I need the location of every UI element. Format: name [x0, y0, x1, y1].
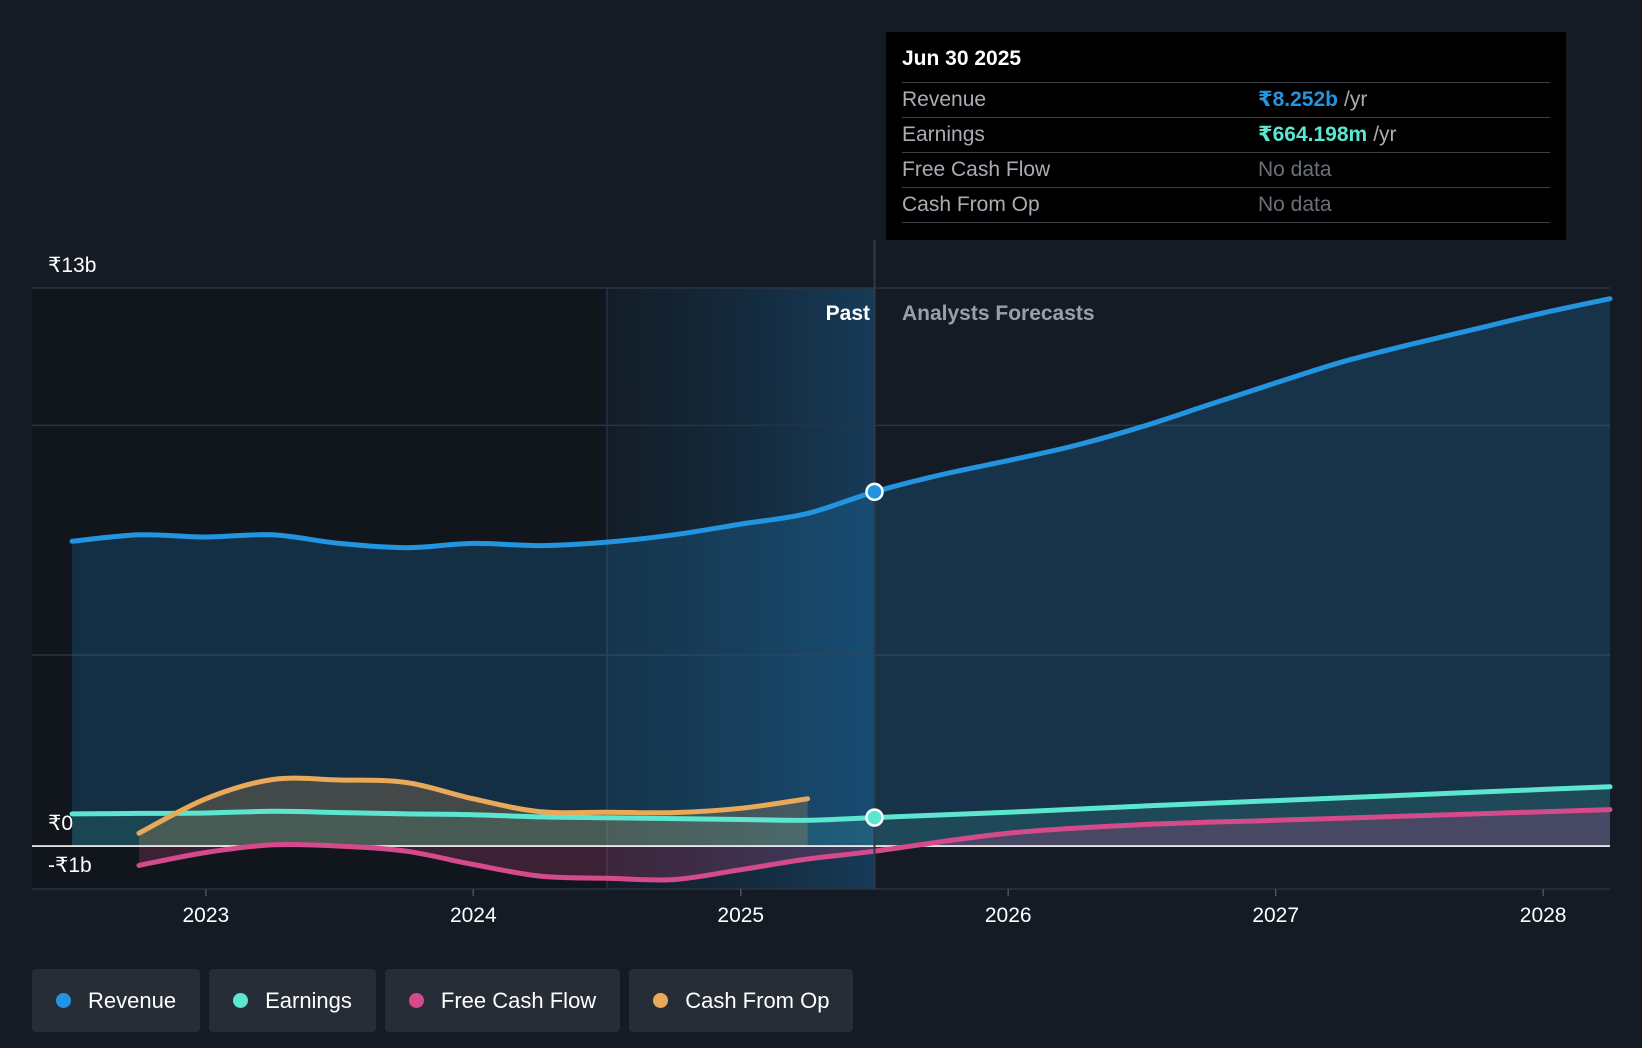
marker-revenue — [865, 482, 884, 502]
past-region-highlight — [607, 288, 875, 889]
marker-earnings — [865, 808, 884, 827]
past-label: Past — [826, 302, 870, 325]
area-earnings — [72, 786, 1611, 847]
y-label-zero: ₹0 — [48, 812, 73, 835]
tooltip-value-free-cash-flow: No data — [1258, 158, 1332, 181]
tooltip-value-cash-from-op: No data — [1258, 193, 1332, 216]
legend-dot-icon — [408, 993, 424, 1008]
legend-item-revenue[interactable]: Revenue — [32, 969, 201, 1032]
y-label-bottom: -₹1b — [48, 854, 92, 877]
series-lines — [69, 296, 1613, 883]
tooltip-row-cash-from-op: Cash From Op No data — [902, 188, 1550, 223]
line-free-cash-flow — [136, 807, 1613, 883]
x-tick-label: 2026 — [985, 904, 1032, 927]
area-cash-from-op — [139, 778, 808, 847]
legend: Revenue Earnings Free Cash Flow Cash Fro… — [32, 969, 854, 1032]
tooltip-unit: /yr — [1344, 88, 1368, 111]
tooltip-label: Earnings — [902, 123, 985, 146]
x-tick-label: 2024 — [450, 904, 497, 927]
tooltip-row-earnings: Earnings ₹664.198m /yr — [902, 118, 1550, 153]
line-revenue — [69, 296, 1613, 551]
tooltip-row-revenue: Revenue ₹8.252b /yr — [902, 83, 1550, 118]
x-tick-label: 2023 — [182, 904, 229, 927]
tooltip-label: Revenue — [902, 88, 987, 111]
highlight-markers — [865, 482, 884, 827]
forecast-label: Analysts Forecasts — [902, 302, 1095, 325]
gridlines — [32, 287, 1610, 890]
area-revenue — [72, 298, 1611, 847]
legend-dot-icon — [233, 993, 249, 1008]
tooltip-value-earnings: ₹664.198m — [1258, 123, 1368, 146]
legend-label: Earnings — [265, 987, 352, 1013]
x-axis-ticks: 2023 2024 2025 2026 2027 2028 — [182, 889, 1566, 927]
series-areas — [72, 298, 1611, 881]
line-earnings — [69, 784, 1613, 823]
legend-label: Free Cash Flow — [440, 987, 597, 1013]
legend-label: Cash From Op — [685, 987, 830, 1013]
area-free-cash-flow — [139, 809, 1610, 881]
legend-item-free-cash-flow[interactable]: Free Cash Flow — [384, 969, 621, 1032]
tooltip-panel: Jun 30 2025 Revenue ₹8.252b /yr Earnings… — [886, 32, 1566, 240]
tooltip-unit: /yr — [1373, 123, 1397, 146]
x-tick-label: 2027 — [1252, 904, 1299, 927]
legend-dot-icon — [56, 993, 71, 1008]
x-tick-label: 2028 — [1520, 904, 1567, 927]
tooltip-label: Free Cash Flow — [902, 158, 1051, 181]
tooltip-value-revenue: ₹8.252b — [1258, 88, 1338, 111]
legend-label: Revenue — [88, 987, 177, 1013]
tooltip-row-free-cash-flow: Free Cash Flow No data — [902, 153, 1550, 188]
line-cash-from-op — [136, 775, 811, 836]
legend-item-cash-from-op[interactable]: Cash From Op — [629, 969, 854, 1032]
tooltip-date: Jun 30 2025 — [902, 46, 1550, 83]
legend-item-earnings[interactable]: Earnings — [209, 969, 376, 1032]
legend-dot-icon — [653, 993, 669, 1008]
tooltip-label: Cash From Op — [902, 193, 1040, 216]
x-tick-label: 2025 — [717, 904, 764, 927]
y-label-top: ₹13b — [48, 254, 96, 277]
